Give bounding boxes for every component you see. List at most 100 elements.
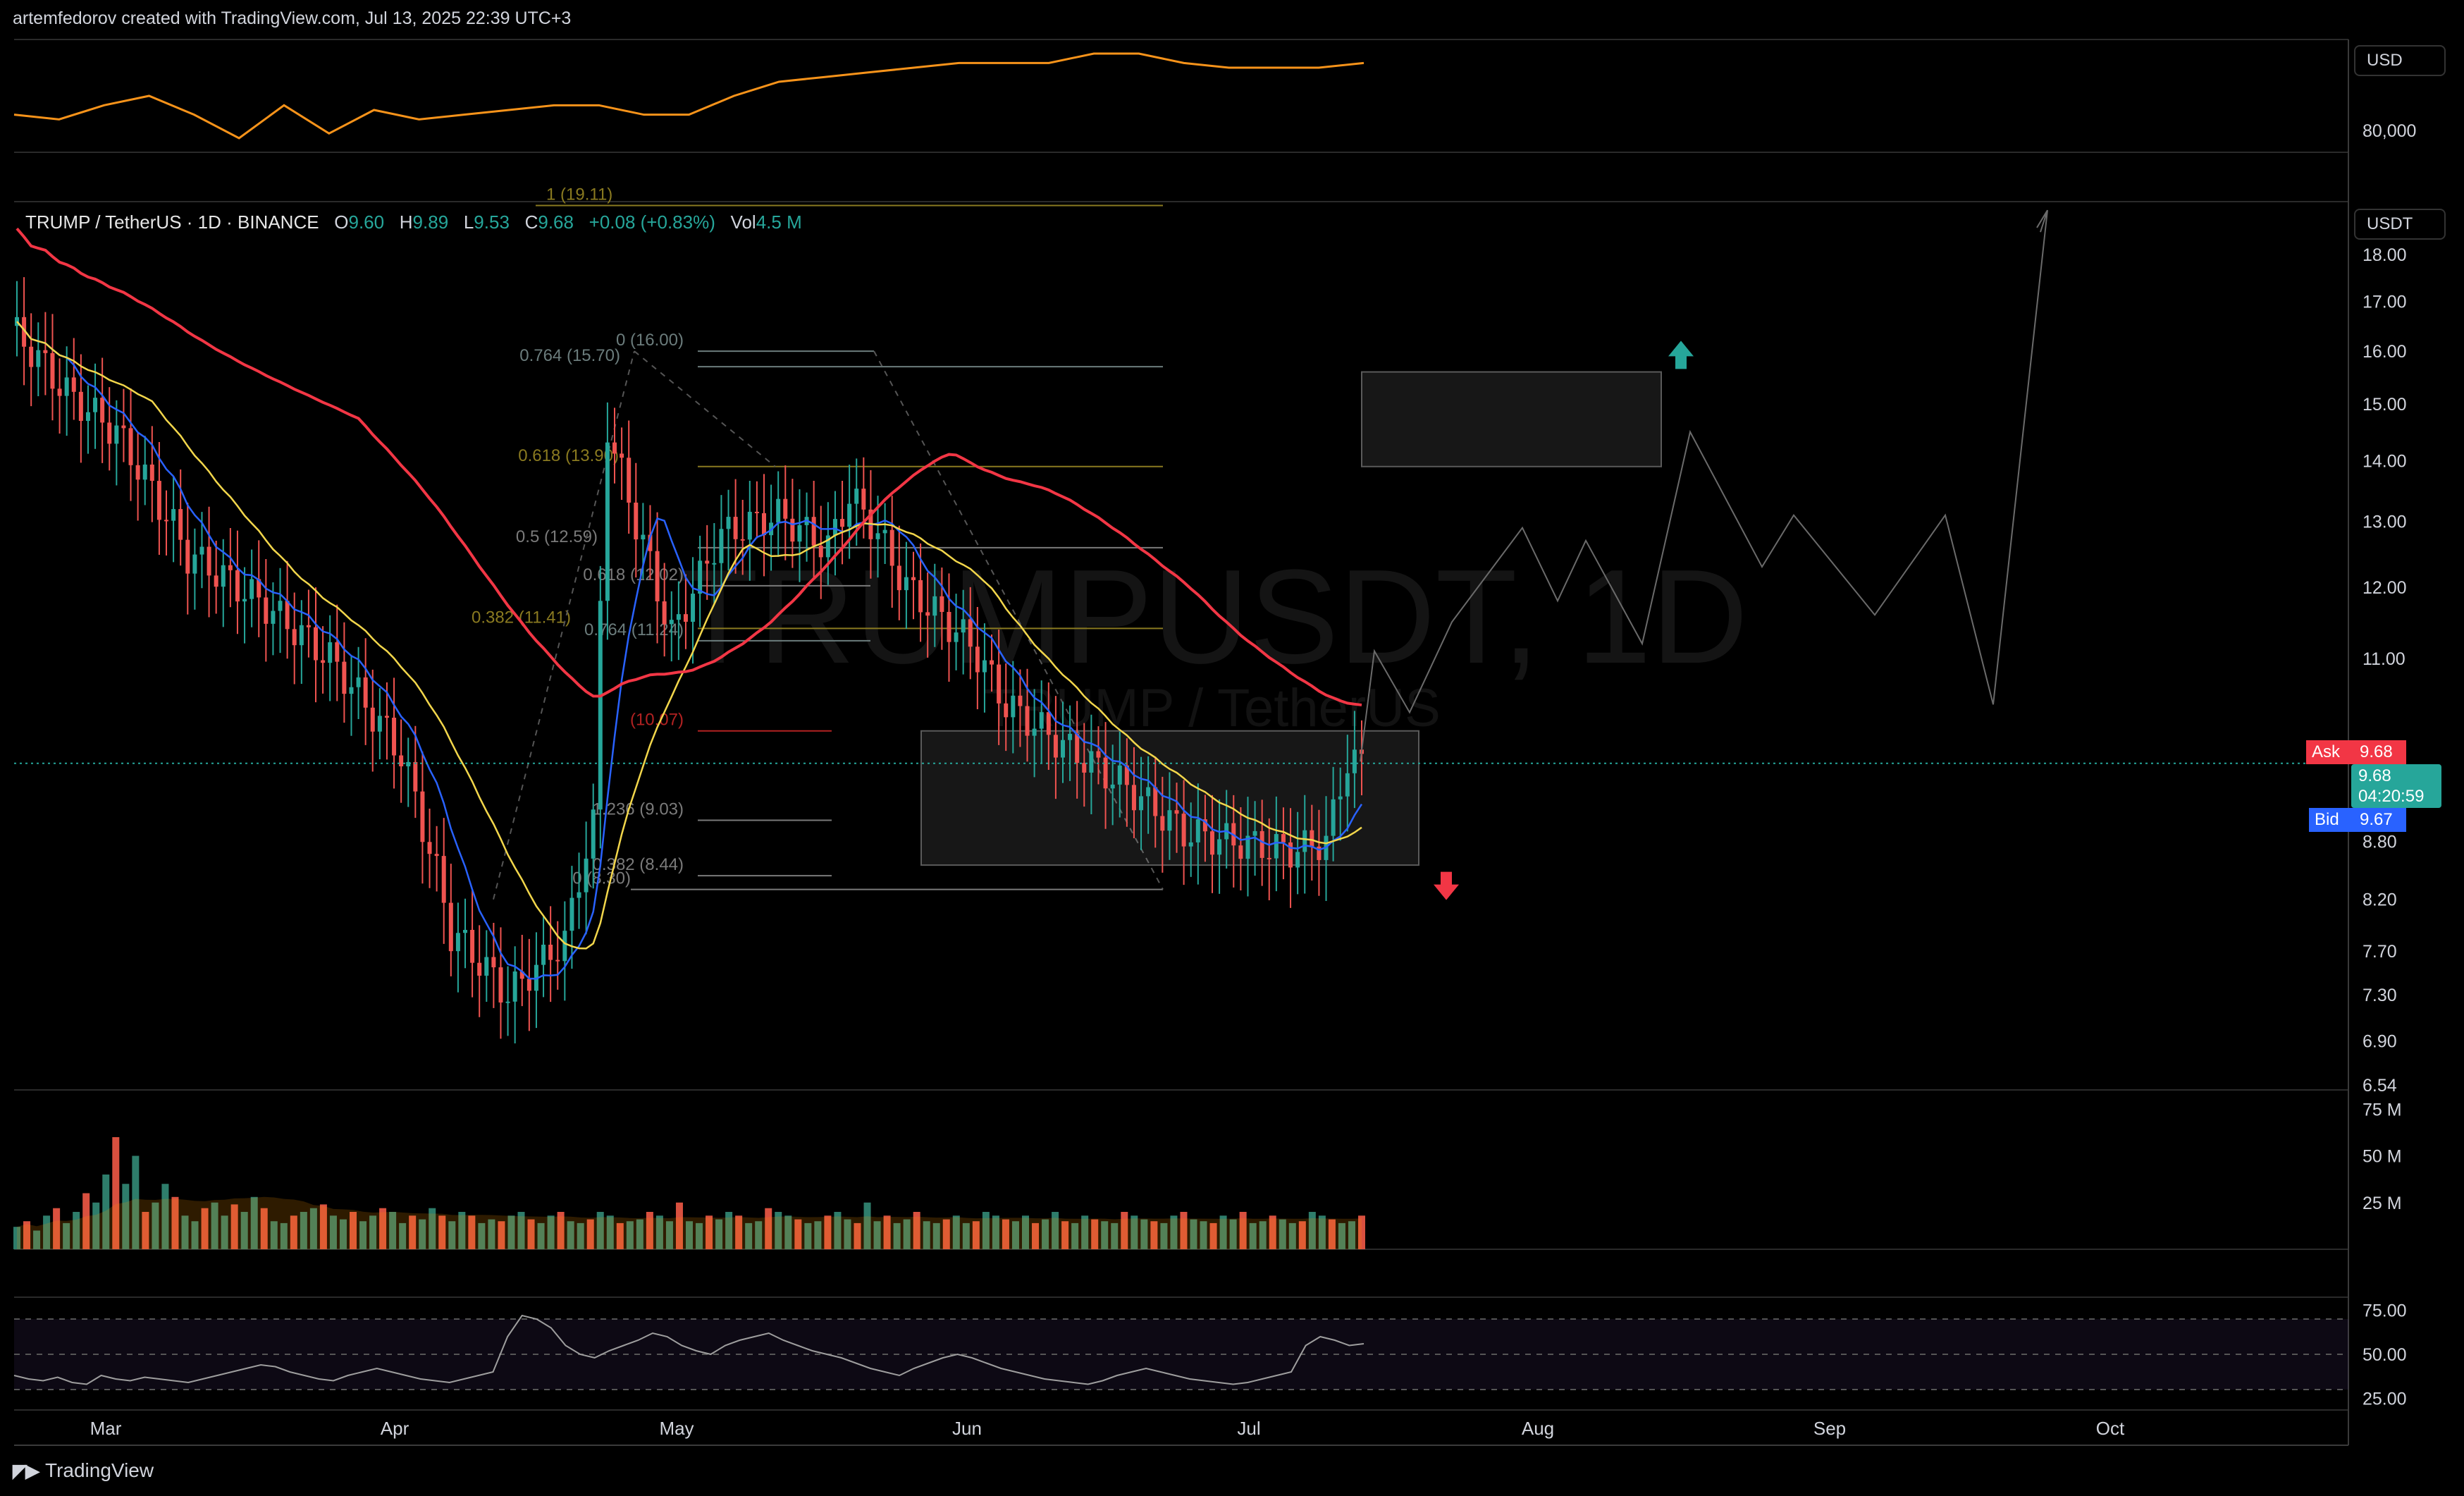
candle-body	[990, 660, 994, 665]
volume-bar	[942, 1219, 950, 1249]
volume-bar	[63, 1222, 70, 1249]
volume-bar	[1358, 1215, 1365, 1249]
volume-bar	[399, 1222, 407, 1249]
overlay-pane: 80,000	[13, 52, 2416, 141]
bar-countdown: 04:20:59	[2358, 787, 2425, 806]
volume-bar	[221, 1215, 228, 1249]
candle-body	[228, 565, 233, 570]
candle-body	[413, 761, 418, 792]
candle-body	[192, 554, 197, 574]
price-axis-label: 6.90	[2363, 1032, 2397, 1052]
currency-button-main[interactable]: USDT	[2354, 209, 2446, 240]
volume-bar	[696, 1222, 703, 1249]
candle-body	[427, 842, 432, 854]
candle-body	[100, 398, 105, 423]
direction-arrows	[1434, 341, 1694, 900]
candle-body	[676, 614, 681, 620]
candle-body	[548, 944, 553, 960]
volume-bar	[112, 1137, 120, 1249]
candle-body	[342, 661, 347, 694]
legend-open-label: O	[334, 211, 349, 233]
candle-body	[882, 529, 887, 534]
volume-bar	[171, 1196, 179, 1249]
candle-body	[29, 346, 34, 367]
candle-body	[164, 520, 168, 522]
candle-body	[655, 551, 660, 602]
candle-body	[1210, 831, 1214, 855]
volume-bar	[686, 1221, 693, 1249]
volume-bar	[636, 1219, 643, 1249]
volume-bar	[1318, 1215, 1326, 1249]
candle-body	[477, 962, 482, 976]
candle-body	[399, 755, 404, 767]
candle-body	[1174, 810, 1179, 814]
volume-bar	[73, 1212, 80, 1249]
candle-body	[932, 596, 937, 616]
time-axis-label: Sep	[1813, 1418, 1846, 1439]
volume-bar	[765, 1208, 772, 1249]
volume-bar	[606, 1215, 614, 1249]
volume-bar	[250, 1196, 258, 1249]
volume-bar	[1101, 1221, 1109, 1249]
currency-button-overlay[interactable]: USD	[2354, 45, 2446, 76]
volume-bar	[1298, 1221, 1306, 1249]
price-axis-label: 16.00	[2363, 342, 2407, 362]
candle-body	[1004, 703, 1009, 718]
ask-label: Ask	[2306, 740, 2355, 764]
moving-averages	[16, 227, 1363, 980]
fib-level-label: 0.5 (12.59)	[516, 527, 598, 546]
volume-bar	[1091, 1219, 1099, 1249]
candle-body	[1075, 733, 1080, 764]
candle-body	[242, 599, 247, 602]
fib-trend-line	[634, 350, 776, 467]
candle-body	[271, 611, 276, 624]
volume-bar	[854, 1222, 861, 1249]
price-axis-label: 17.00	[2363, 293, 2407, 312]
candle-body	[634, 502, 639, 540]
candle-body	[1053, 735, 1058, 758]
candle-body	[78, 391, 83, 422]
volume-bar	[903, 1219, 911, 1249]
candle-body	[1338, 796, 1343, 799]
volume-bar	[1111, 1222, 1119, 1249]
legend-open-value: 9.60	[348, 211, 385, 233]
candle-body	[747, 511, 752, 540]
tradingview-logo[interactable]: ◤▶ TradingView	[13, 1459, 154, 1482]
candle-body	[278, 601, 283, 611]
volume-bar	[339, 1219, 347, 1249]
candle-body	[897, 565, 901, 591]
candle-body	[904, 577, 908, 591]
rsi-axis-label: 25.00	[2363, 1390, 2407, 1409]
candle-body	[1110, 784, 1115, 789]
overlay-series-line	[13, 52, 1365, 140]
candle-body	[299, 625, 304, 646]
candle-body	[975, 646, 980, 673]
volume-bar	[1071, 1222, 1079, 1249]
volume-bar	[1170, 1215, 1178, 1249]
volume-bar	[319, 1204, 327, 1249]
watermark-symbol: TRUMPUSDT, 1D	[677, 542, 1748, 692]
candle-body	[555, 959, 560, 962]
candle-body	[691, 594, 696, 622]
candle-body	[1160, 816, 1165, 831]
volume-bar	[1209, 1222, 1217, 1249]
price-axis-label: 6.54	[2363, 1076, 2397, 1096]
candle-body	[321, 660, 326, 663]
legend-symbol[interactable]: TRUMP / TetherUS · 1D · BINANCE	[25, 211, 319, 233]
candle-body	[1259, 830, 1264, 858]
legend-low-label: L	[463, 211, 474, 233]
candle-body	[889, 529, 894, 566]
volume-bar	[240, 1212, 248, 1249]
volume-bar	[972, 1221, 980, 1249]
candle-body	[292, 629, 297, 646]
candle-body	[620, 453, 624, 458]
legend-volume-label: Vol	[730, 211, 756, 233]
candle-body	[954, 632, 959, 642]
candle-body	[762, 513, 766, 536]
candle-body	[22, 317, 27, 347]
candle-body	[57, 388, 62, 396]
candle-body	[648, 534, 653, 551]
volume-bar	[309, 1208, 317, 1249]
price-axis-label: 8.20	[2363, 890, 2397, 910]
